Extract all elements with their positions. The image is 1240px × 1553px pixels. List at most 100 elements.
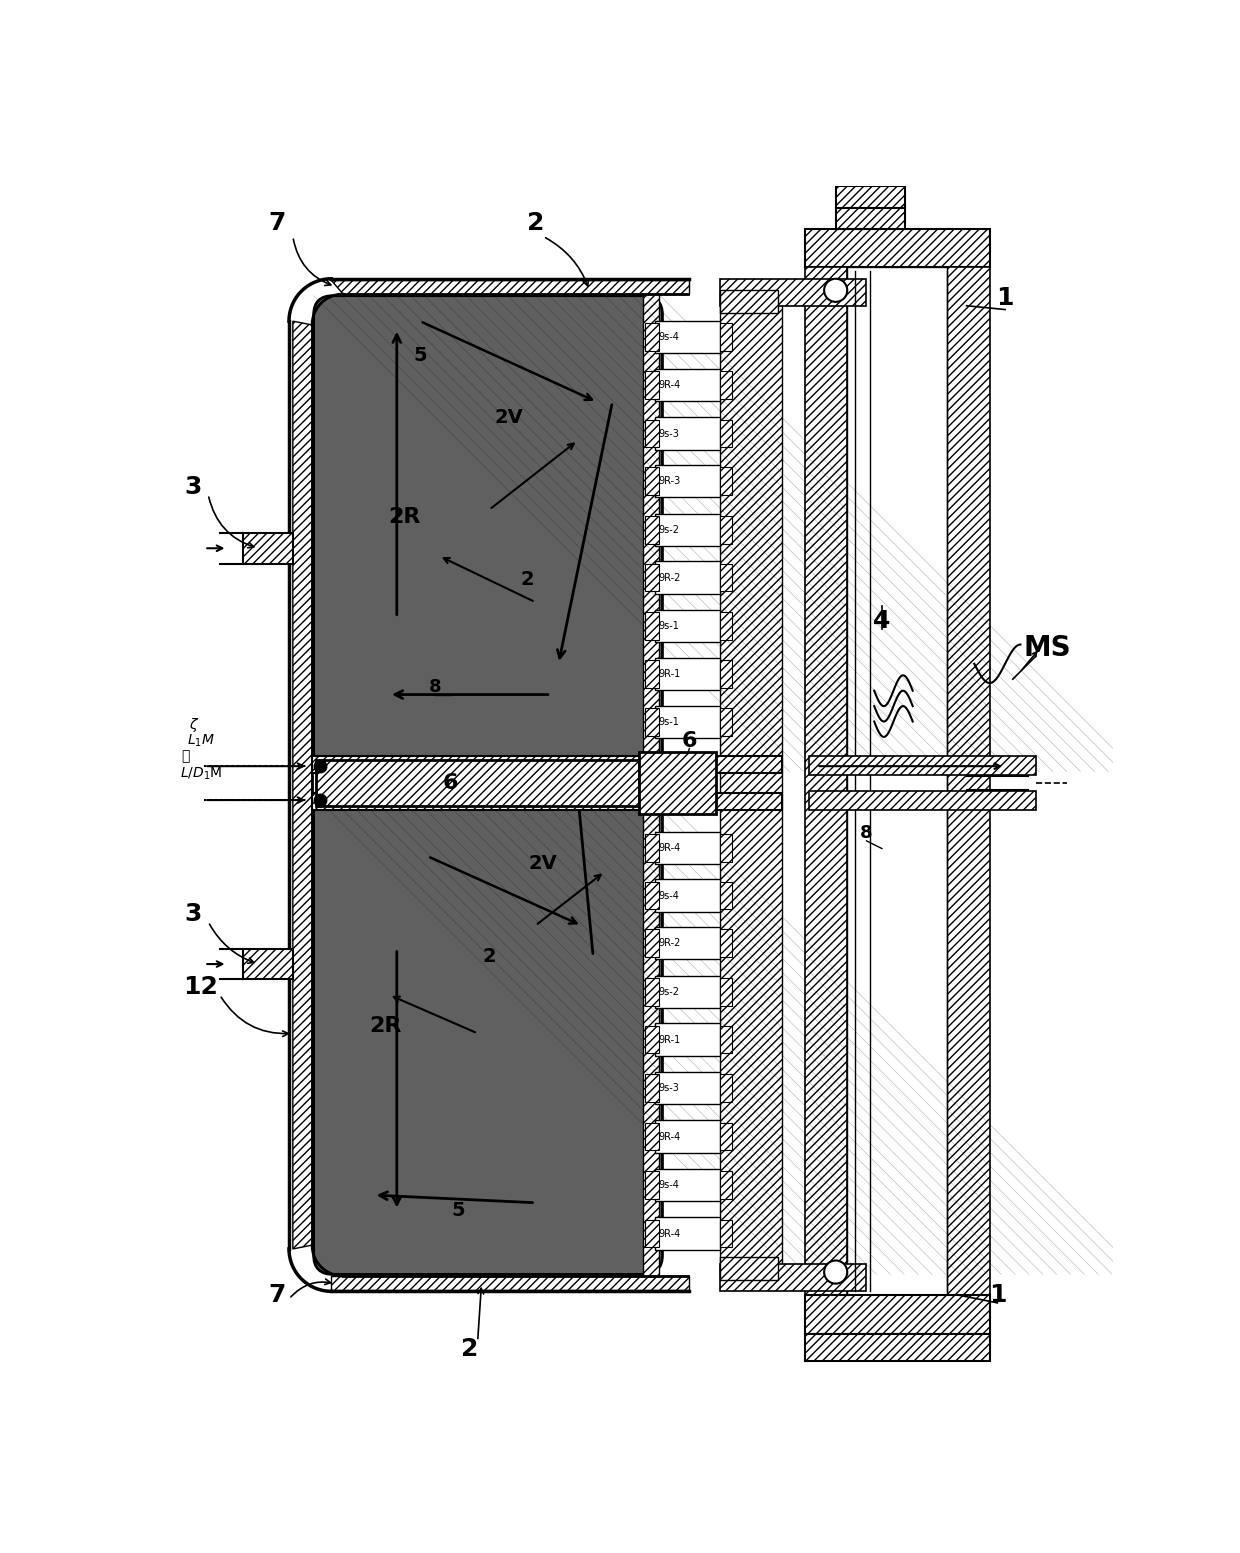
Text: 9R-4: 9R-4 [658,1132,681,1141]
Polygon shape [293,321,312,1249]
Bar [655,1072,720,1104]
Bar [645,516,658,544]
Text: $\zeta$: $\zeta$ [188,716,200,735]
Bar [847,267,947,1295]
Bar [720,882,732,910]
Bar [720,1171,732,1199]
Text: 2: 2 [482,947,496,966]
Text: 2: 2 [527,211,544,236]
Bar [655,370,720,401]
Bar [805,1295,990,1334]
Bar [655,418,720,450]
Bar [645,1123,658,1151]
Text: 9R-1: 9R-1 [658,669,681,679]
Bar [720,323,732,351]
Bar [645,323,658,351]
Bar [720,1264,867,1291]
Bar [243,949,293,980]
Bar [720,660,732,688]
Bar [645,834,658,862]
Text: 7: 7 [269,1283,286,1308]
FancyBboxPatch shape [314,295,662,772]
FancyBboxPatch shape [314,795,662,1275]
Text: 9s-4: 9s-4 [658,332,680,342]
Bar [655,879,720,912]
Bar [808,790,1035,811]
Bar [720,294,781,1277]
Bar [720,708,732,736]
Bar [645,708,658,736]
Text: $L_1M$: $L_1M$ [187,733,216,749]
Bar [655,927,720,960]
Text: 6: 6 [443,773,459,794]
Bar [655,561,720,593]
Bar [645,467,658,495]
Bar [805,267,847,1295]
Bar [655,514,720,547]
Text: 9R-4: 9R-4 [658,1228,681,1239]
Text: 或: 或 [181,749,190,763]
Text: $L/D_1$M: $L/D_1$M [180,766,222,783]
Text: 9s-4: 9s-4 [658,1180,680,1190]
Text: 9R-4: 9R-4 [658,843,681,853]
Polygon shape [331,1277,689,1291]
Text: 9R-2: 9R-2 [658,573,681,582]
Circle shape [825,1261,847,1284]
Text: 9R-4: 9R-4 [658,380,681,390]
Bar [947,267,990,1295]
Bar [645,1075,658,1103]
Bar [645,612,658,640]
Bar [720,290,777,314]
Bar [655,707,720,738]
Bar [645,1025,658,1053]
Bar [720,1025,732,1053]
Text: 3: 3 [184,475,201,499]
Circle shape [825,278,847,301]
Bar [644,294,658,1277]
Bar [655,464,720,497]
Text: 2R: 2R [370,1016,402,1036]
Bar [655,975,720,1008]
Text: 7: 7 [269,211,286,236]
Text: 9s-1: 9s-1 [658,717,680,727]
Bar [720,1075,732,1103]
Text: 9R-2: 9R-2 [658,938,681,949]
Bar [720,516,732,544]
Bar [655,321,720,354]
Text: 4: 4 [873,609,890,634]
Text: 1: 1 [988,1283,1006,1308]
Text: 6: 6 [682,731,697,750]
Bar [720,978,732,1006]
Bar [312,756,781,773]
Bar [655,610,720,643]
Bar [720,564,732,592]
Bar [645,419,658,447]
Text: 1: 1 [997,286,1014,311]
Bar [655,1169,720,1200]
Bar [645,1171,658,1199]
Bar [720,1219,732,1247]
Bar [655,1120,720,1152]
Bar [243,533,293,564]
Bar [836,205,905,228]
Text: 12: 12 [184,975,218,999]
Bar [836,186,905,208]
Bar [805,1334,990,1360]
Text: 9s-3: 9s-3 [658,429,680,438]
Text: MS: MS [1024,634,1071,663]
Bar [645,660,658,688]
Text: 9s-1: 9s-1 [658,621,680,631]
Bar [720,612,732,640]
Bar [645,882,658,910]
Text: 9R-3: 9R-3 [658,477,681,486]
Bar [720,1123,732,1151]
Text: 2: 2 [521,570,534,589]
Text: 2R: 2R [388,508,420,528]
Bar [645,371,658,399]
Bar [645,1219,658,1247]
Text: 2V: 2V [528,854,558,873]
Text: 5: 5 [413,346,427,365]
Text: 9R-1: 9R-1 [658,1034,681,1045]
Bar [640,752,717,814]
Bar [316,759,640,806]
